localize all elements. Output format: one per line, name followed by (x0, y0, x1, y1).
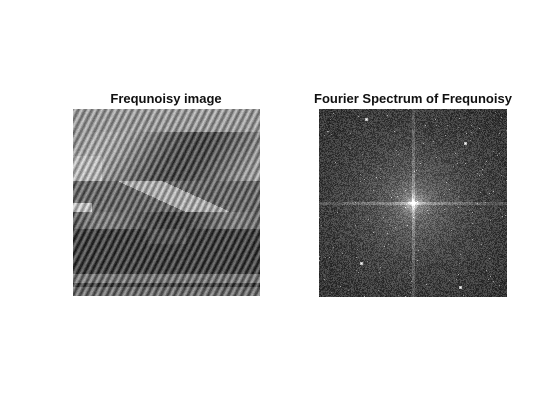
right-panel-title: Fourier Spectrum of Frequnoisy (314, 91, 512, 106)
fourier-spectrum-image (319, 109, 507, 297)
left-panel-title: Frequnoisy image (110, 91, 222, 106)
frequnoisy-image (73, 109, 260, 296)
